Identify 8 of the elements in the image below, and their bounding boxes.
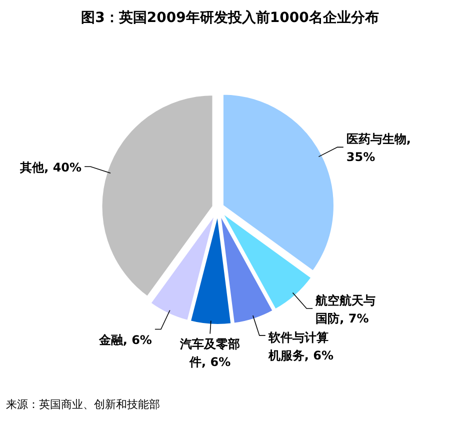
slice-label: 航空航天与国防, 7% (314, 294, 376, 326)
slice-label: 医药与生物, 35% (346, 132, 411, 164)
slice-label: 软件与计算机服务, 6% (267, 330, 334, 362)
chart-title: 图3：英国2009年研发投入前1000名企业分布 (81, 10, 379, 26)
slice-label: 汽车及零部件, 6% (179, 336, 240, 369)
slice-label: 金融, 6% (98, 333, 152, 348)
slice-label: 其他, 40% (19, 160, 82, 175)
source-note: 来源：英国商业、创新和技能部 (6, 398, 160, 411)
